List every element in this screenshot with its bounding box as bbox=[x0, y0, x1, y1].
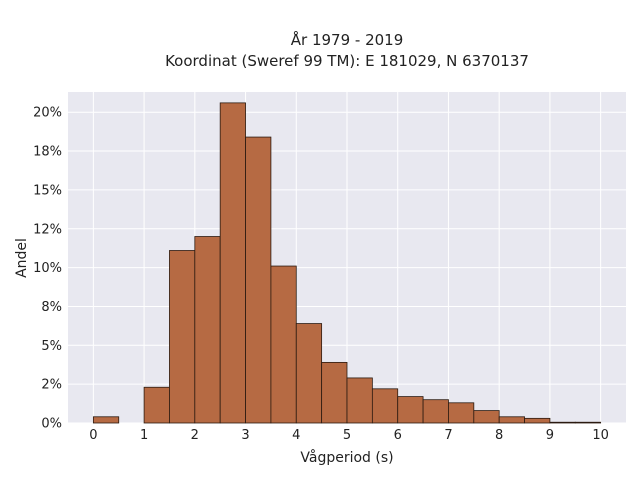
histogram-bar bbox=[245, 136, 272, 424]
x-tick-label: 0 bbox=[89, 428, 97, 443]
y-tick-label: 15% bbox=[33, 183, 62, 198]
y-tick-label: 10% bbox=[33, 261, 62, 276]
y-tick-label: 8% bbox=[41, 300, 62, 315]
histogram-bar bbox=[92, 416, 120, 424]
x-axis-ticks: 0 1 2 3 4 5 6 7 8 9 10 bbox=[89, 428, 609, 443]
y-axis-label: Andel bbox=[14, 238, 30, 278]
y-tick-label: 5% bbox=[41, 339, 62, 354]
histogram-bar bbox=[397, 396, 424, 424]
histogram-bar bbox=[194, 236, 221, 424]
histogram-bar bbox=[524, 417, 551, 424]
y-tick-label: 20% bbox=[33, 106, 62, 121]
y-tick-label: 18% bbox=[33, 145, 62, 160]
x-tick-label: 1 bbox=[140, 428, 148, 443]
histogram-bar bbox=[295, 323, 323, 424]
histogram-bar bbox=[270, 265, 297, 424]
histogram-bar bbox=[473, 410, 500, 424]
grid-lines bbox=[68, 92, 626, 424]
histogram-bar bbox=[219, 102, 246, 424]
y-axis-ticks: 0% 2% 5% 8% 10% 12% 15% 18% 20% bbox=[33, 106, 62, 432]
histogram-bar bbox=[574, 421, 602, 424]
chart-title-line-1: År 1979 - 2019 bbox=[291, 30, 404, 49]
histogram-bar bbox=[371, 388, 399, 424]
chart-title-line-2: Koordinat (Sweref 99 TM): E 181029, N 63… bbox=[165, 52, 529, 70]
histogram-bar bbox=[498, 416, 525, 424]
y-tick-label: 2% bbox=[41, 378, 62, 393]
x-tick-label: 6 bbox=[394, 428, 402, 443]
x-tick-label: 5 bbox=[343, 428, 351, 443]
x-tick-label: 4 bbox=[292, 428, 300, 443]
histogram-bar bbox=[448, 402, 475, 424]
histogram-bar bbox=[549, 421, 576, 424]
x-tick-label: 7 bbox=[444, 428, 452, 443]
x-tick-label: 8 bbox=[495, 428, 503, 443]
histogram-bar bbox=[143, 386, 170, 424]
histogram-bar bbox=[346, 377, 373, 424]
x-tick-label: 9 bbox=[546, 428, 554, 443]
x-axis-label: Vågperiod (s) bbox=[300, 449, 393, 466]
x-tick-label: 2 bbox=[191, 428, 199, 443]
x-tick-label: 10 bbox=[592, 428, 609, 443]
histogram-bar bbox=[422, 399, 449, 424]
x-tick-label: 3 bbox=[241, 428, 249, 443]
bars bbox=[92, 102, 602, 424]
y-tick-label: 12% bbox=[33, 222, 62, 237]
histogram-bar bbox=[169, 250, 196, 424]
y-tick-label: 0% bbox=[41, 417, 62, 432]
histogram-bar bbox=[321, 361, 348, 424]
